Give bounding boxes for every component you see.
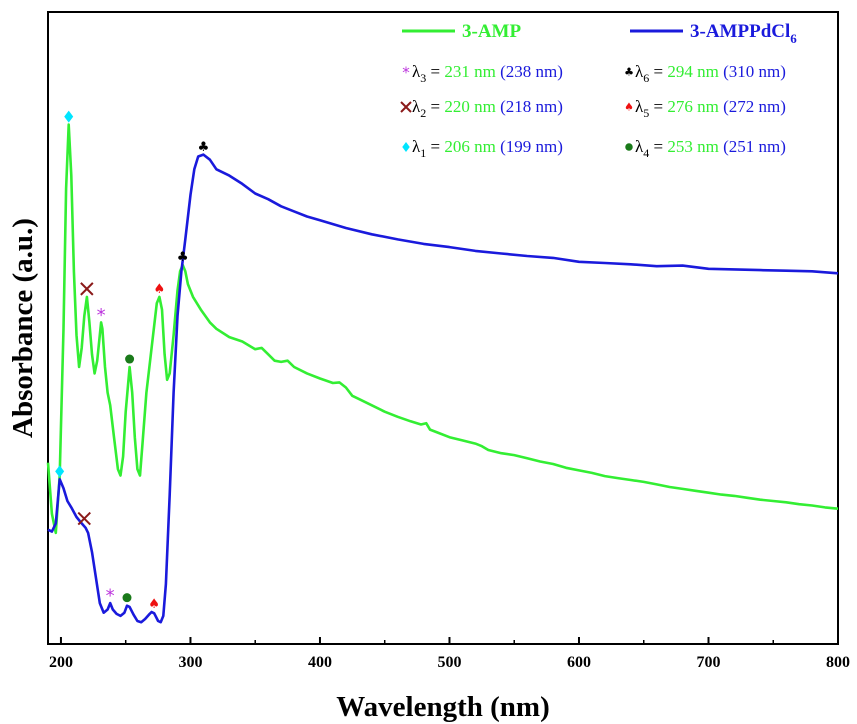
peak-marker-3-amppdcl6-λ4 — [122, 593, 132, 603]
peak-marker-3-amp-λ4 — [125, 354, 135, 364]
annotation-symbol: ♣ — [624, 66, 634, 79]
peak-markers: * ♠ ♣ * ♠ ♣ — [55, 110, 209, 612]
annotation-λ1: λ1 = 206 nm (199 nm) — [402, 137, 563, 160]
peak-marker-3-amp-λ2 — [80, 282, 94, 296]
x-tick-label: 800 — [826, 654, 850, 671]
annotation-λ2: λ2 = 220 nm (218 nm) — [400, 97, 563, 120]
peak-marker-3-amp-λ6: ♣ — [177, 250, 189, 265]
peak-marker-3-amppdcl6-λ5: ♠ — [148, 597, 160, 612]
peak-marker-3-amp-λ1 — [64, 110, 74, 123]
annotation-text: λ6 = 294 nm (310 nm) — [635, 62, 786, 85]
svg-text:♠: ♠ — [148, 597, 160, 612]
y-axis-title: Absorbance (a.u.) — [7, 218, 39, 438]
x-axis-ticks: 200 300 400 500 600 700 800 — [49, 637, 850, 671]
svg-text:♣: ♣ — [624, 66, 634, 79]
svg-text:♣: ♣ — [177, 250, 189, 265]
legend: 3-AMP 3-AMPPdCl6 — [402, 21, 797, 46]
annotation-λ3: * λ3 = 231 nm (238 nm) — [402, 62, 563, 85]
x-tick-label: 500 — [437, 654, 461, 671]
peak-marker-3-amppdcl6-λ2 — [77, 511, 91, 526]
peak-marker-3-amp-λ3: * — [97, 305, 106, 326]
annotation-symbol: * — [402, 64, 410, 82]
svg-text:♠: ♠ — [153, 282, 165, 297]
svg-text:♠: ♠ — [624, 101, 634, 114]
peak-marker-3-amppdcl6-λ6: ♣ — [197, 140, 209, 155]
svg-text:♣: ♣ — [197, 140, 209, 155]
annotation-symbol: ♠ — [624, 101, 634, 114]
annotation-symbol — [402, 142, 410, 152]
annotation-symbol — [625, 143, 633, 151]
x-tick-label: 200 — [49, 654, 73, 671]
annotation-text: λ3 = 231 nm (238 nm) — [412, 62, 563, 85]
annotation-text: λ1 = 206 nm (199 nm) — [412, 137, 563, 160]
series-line-3-amp — [46, 123, 839, 535]
peak-annotations: * λ3 = 231 nm (238 nm) λ2 = 220 nm (218 nm… — [400, 62, 786, 160]
svg-text:*: * — [106, 586, 115, 607]
annotation-λ4: λ4 = 253 nm (251 nm) — [625, 137, 786, 160]
series-line-3-amppdcl6 — [47, 153, 839, 624]
annotation-λ5: ♠ λ5 = 276 nm (272 nm) — [624, 97, 786, 120]
peak-marker-3-amppdcl6-λ1 — [55, 465, 65, 478]
legend-entry-3-amp: 3-AMP — [402, 21, 521, 42]
annotation-text: λ2 = 220 nm (218 nm) — [412, 97, 563, 120]
plot-frame — [47, 11, 839, 645]
svg-text:*: * — [402, 64, 410, 82]
annotation-text: λ5 = 276 nm (272 nm) — [635, 97, 786, 120]
peak-marker-3-amp-λ5: ♠ — [153, 282, 165, 297]
legend-label-3-amppdcl6: 3-AMPPdCl6 — [690, 21, 797, 46]
series-lines — [46, 123, 839, 624]
x-tick-label: 600 — [567, 654, 591, 671]
legend-label-3-amp: 3-AMP — [462, 21, 521, 42]
annotation-symbol — [400, 101, 412, 113]
x-tick-label: 300 — [178, 654, 202, 671]
legend-entry-3-amppdcl6: 3-AMPPdCl6 — [630, 21, 797, 46]
annotation-text: λ4 = 253 nm (251 nm) — [635, 137, 786, 160]
x-axis-title: Wavelength (nm) — [336, 691, 549, 723]
x-tick-label: 400 — [308, 654, 332, 671]
annotation-λ6: ♣ λ6 = 294 nm (310 nm) — [624, 62, 786, 85]
peak-marker-3-amppdcl6-λ3: * — [106, 586, 115, 607]
svg-text:*: * — [97, 305, 106, 326]
x-tick-label: 700 — [696, 654, 720, 671]
